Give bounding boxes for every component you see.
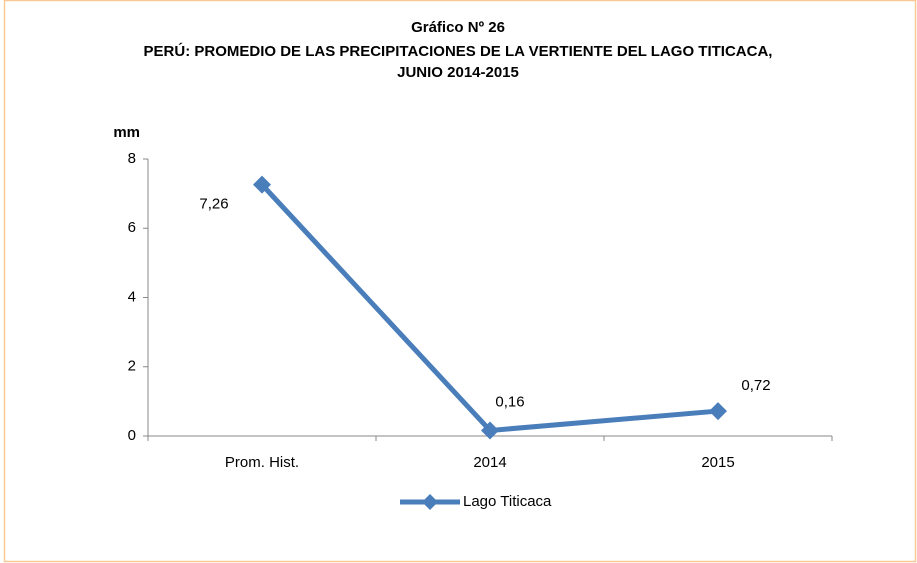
data-point [481,421,499,440]
chart-border [3,0,917,563]
data-point [709,402,727,421]
data-label: 7,26 [199,196,228,213]
x-tick-label: 2014 [473,454,506,471]
chart-subtitle: PERÚ: PROMEDIO DE LAS PRECIPITACIONES DE… [144,42,773,60]
y-tick-label: 2 [128,358,136,375]
x-tick-label: Prom. Hist. [225,454,299,471]
y-tick-label: 6 [128,219,136,236]
data-label: 0,72 [741,377,770,394]
chart-subtitle: JUNIO 2014-2015 [397,64,519,81]
y-tick-label: 8 [128,150,136,167]
y-tick-label: 4 [128,288,136,305]
x-tick-label: 2015 [701,454,734,471]
y-tick-label: 0 [128,427,136,444]
y-axis-label: mm [113,124,140,141]
data-point [253,175,271,194]
chart-title: Gráfico Nº 26 [411,19,505,36]
legend-marker [422,494,438,510]
data-label: 0,16 [495,393,524,410]
legend-label: Lago Titicaca [463,493,552,510]
